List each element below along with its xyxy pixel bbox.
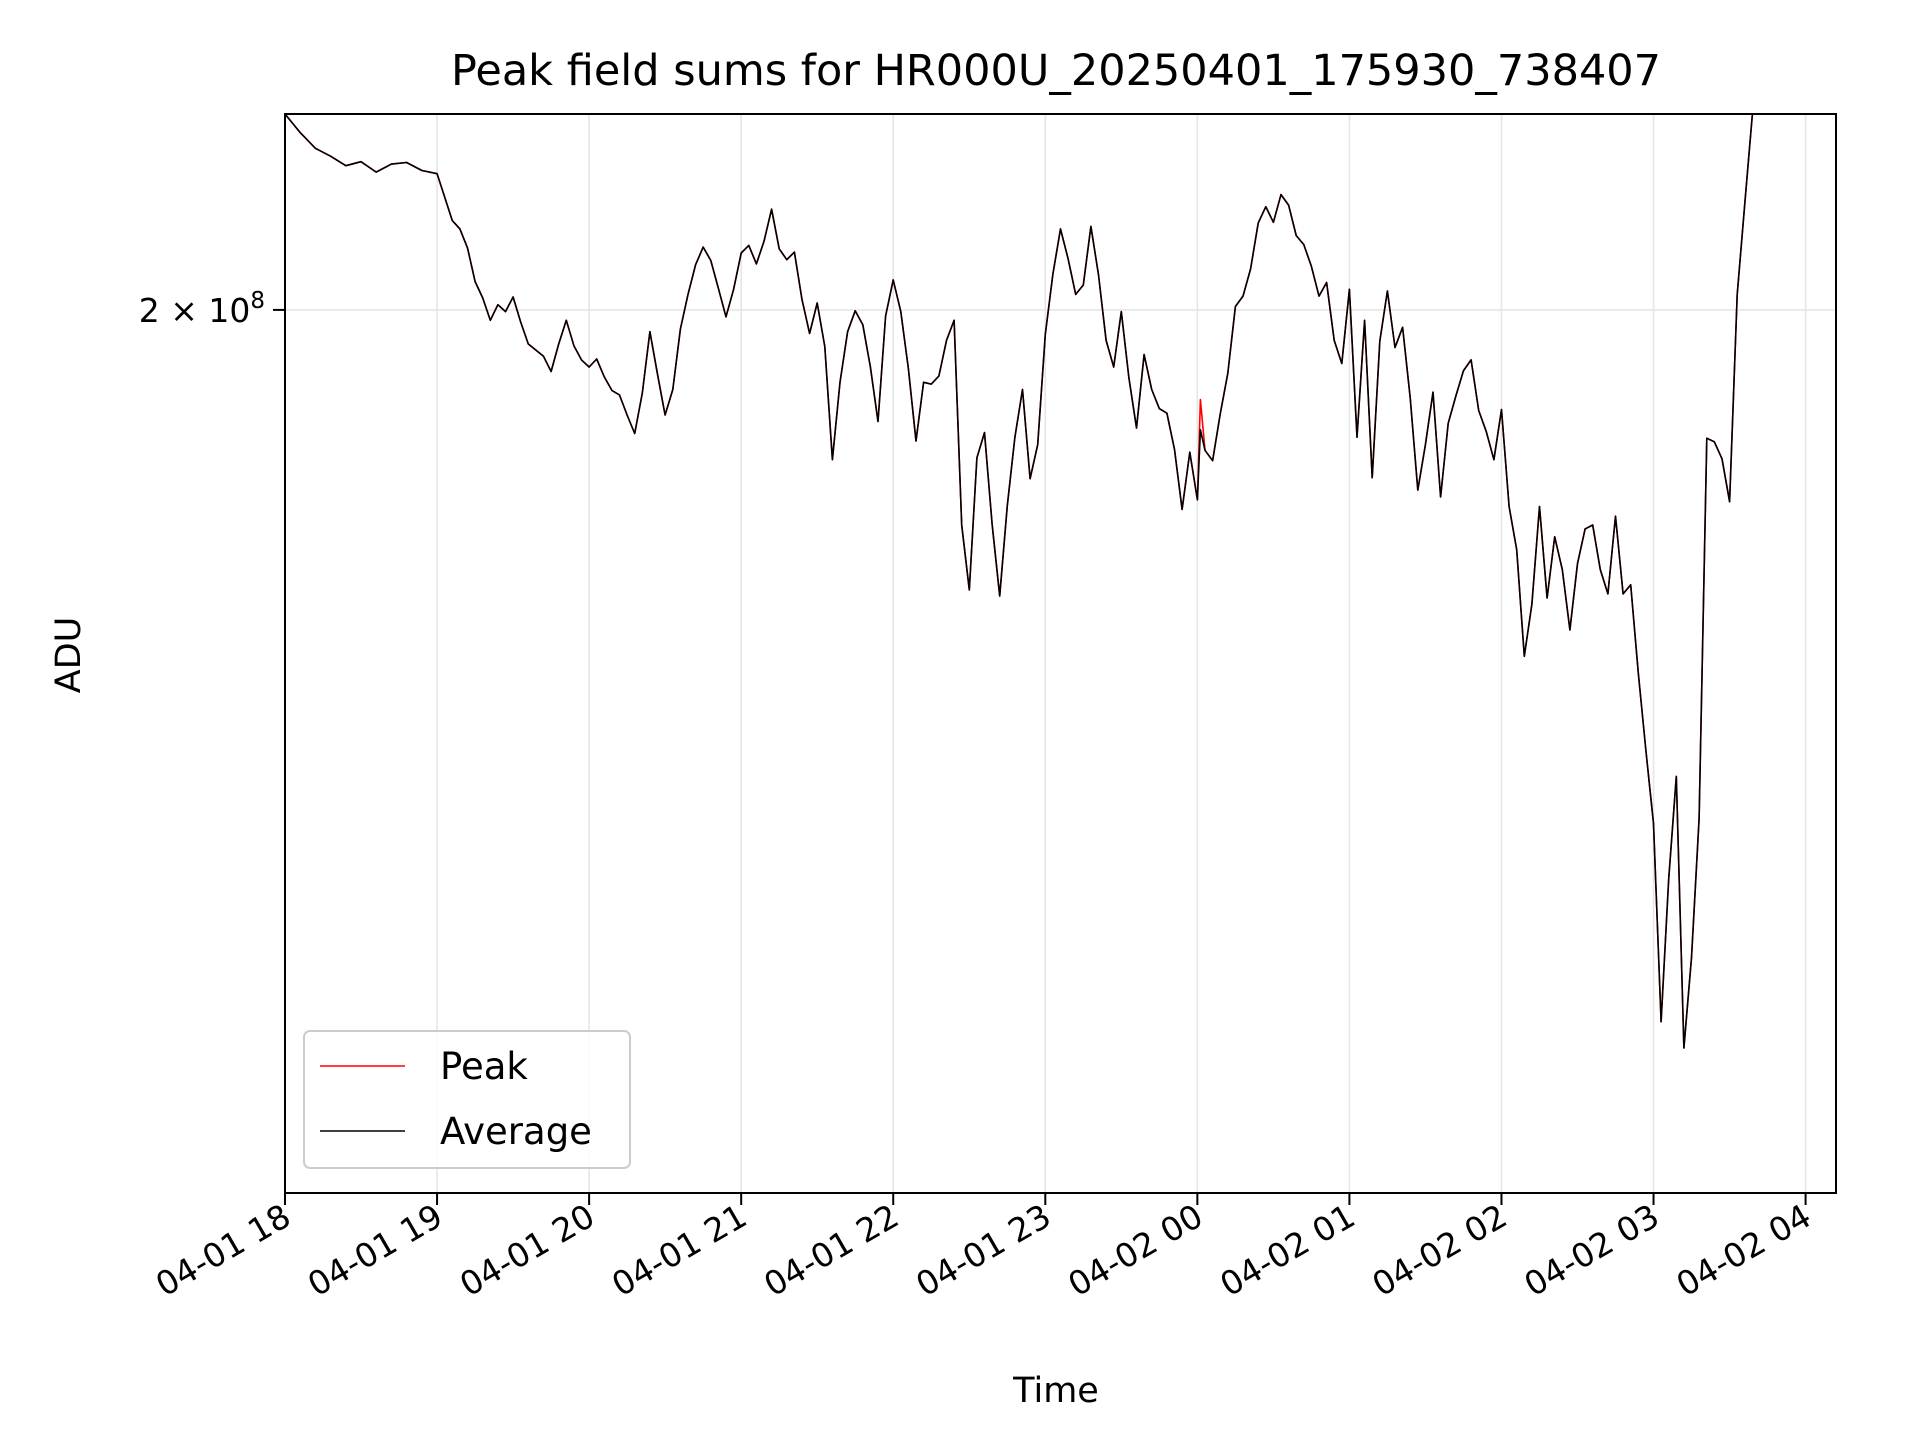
- y-axis-title: ADU: [49, 617, 89, 694]
- series-line-average: [284, 113, 1754, 1049]
- y-axis-ticks: 2 × 108: [139, 288, 285, 330]
- chart-title: Peak field sums for HR000U_20250401_1759…: [451, 46, 1661, 96]
- y-tick-label: 2 × 108: [139, 288, 265, 330]
- plot-frame: [284, 113, 1837, 1194]
- legend-label-average: Average: [440, 1110, 592, 1153]
- x-axis-title: Time: [1012, 1371, 1099, 1411]
- series-lines: [284, 113, 1754, 1049]
- legend: Peak Average: [303, 1030, 631, 1169]
- legend-label-peak: Peak: [440, 1045, 528, 1088]
